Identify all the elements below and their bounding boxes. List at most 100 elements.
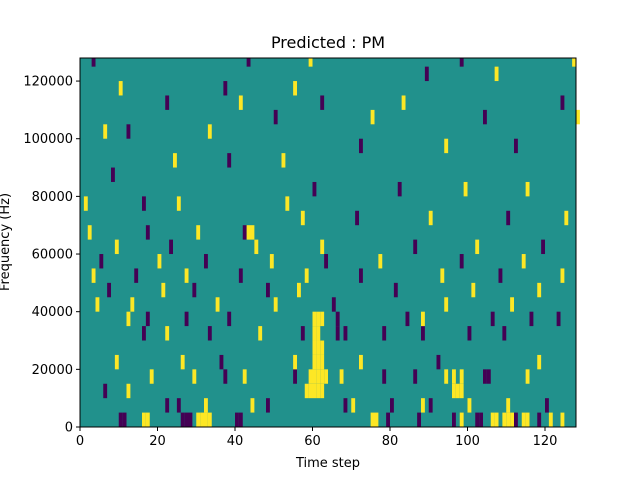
heatmap-cell — [238, 95, 243, 110]
heatmap-cell — [541, 239, 546, 255]
heatmap-cell — [428, 210, 433, 226]
heatmap-cell — [184, 311, 189, 327]
heatmap-cell — [490, 311, 495, 327]
heatmap-cell — [417, 412, 422, 427]
x-tick-label: 0 — [76, 434, 84, 449]
heatmap-cell — [467, 398, 472, 413]
heatmap-cell — [266, 398, 270, 413]
heatmap-cell — [514, 412, 518, 427]
heatmap-cell — [126, 311, 131, 327]
x-tick-label: 100 — [455, 434, 480, 449]
heatmap-cell — [103, 383, 108, 399]
heatmap-cell — [312, 181, 317, 197]
heatmap-cell — [359, 138, 363, 154]
heatmap-cell — [370, 109, 375, 125]
chart-title: Predicted : PM — [271, 33, 385, 52]
heatmap-cell — [207, 124, 212, 139]
heatmap-cell — [122, 412, 127, 427]
heatmap-cell — [192, 369, 197, 384]
y-tick-label: 0 — [65, 421, 73, 436]
heatmap-cell — [300, 326, 305, 341]
heatmap-cell — [95, 297, 100, 312]
heatmap-cell — [521, 254, 526, 269]
heatmap-cell — [223, 369, 228, 384]
heatmap-cell — [320, 311, 325, 327]
heatmap-cell — [188, 412, 193, 427]
heatmap-cell — [173, 153, 177, 168]
heatmap-cell — [180, 354, 185, 370]
heatmap-cell — [382, 326, 387, 341]
heatmap-cell — [545, 398, 549, 413]
heatmap-cell — [266, 282, 270, 298]
heatmap-cell — [320, 239, 325, 255]
heatmap-cell — [207, 412, 212, 427]
x-tick-label: 20 — [149, 434, 166, 449]
heatmap-cell — [343, 398, 348, 413]
heatmap-cell — [196, 225, 201, 240]
heatmap-cell — [145, 412, 150, 427]
heatmap-cell — [436, 354, 441, 370]
heatmap-cell — [529, 311, 534, 327]
heatmap-cell — [238, 268, 243, 283]
heatmap-cell — [525, 181, 530, 197]
heatmap-cell — [386, 412, 391, 427]
heatmap-cell — [374, 412, 379, 427]
x-axis-ticks: 0 20 40 60 80 100 120 — [76, 427, 558, 449]
heatmap-cell — [316, 311, 321, 327]
heatmap-cell — [479, 412, 484, 427]
heatmap-cell — [196, 412, 201, 427]
heatmap-cell — [510, 297, 515, 312]
plot-background — [80, 58, 576, 427]
heatmap-cell — [316, 326, 321, 341]
heatmap-cell — [204, 254, 208, 269]
heatmap-cell — [273, 297, 278, 312]
heatmap-cell — [494, 66, 499, 82]
heatmap-cell — [180, 412, 185, 427]
heatmap-cell — [560, 95, 565, 110]
heatmap-cell — [506, 398, 511, 413]
heatmap-cell — [142, 196, 146, 211]
heatmap-cell — [281, 153, 286, 168]
heatmap-cell — [227, 153, 232, 168]
heatmap-cell — [405, 311, 410, 327]
x-tick-label: 40 — [227, 434, 244, 449]
heatmap-cell — [486, 369, 491, 384]
heatmap-cell — [452, 412, 456, 427]
heatmap-cell — [293, 369, 298, 384]
heatmap-cell — [308, 383, 313, 399]
heatmap-cell — [184, 412, 189, 427]
heatmap-cell — [502, 412, 507, 427]
heatmap-cell — [118, 81, 123, 96]
heatmap-cell — [324, 254, 329, 269]
heatmap-cell — [421, 398, 425, 413]
heatmap-cell — [176, 398, 181, 413]
heatmap-cell — [161, 282, 166, 298]
heatmap-cell — [459, 412, 464, 427]
heatmap-cell — [242, 225, 247, 240]
heatmap-cell — [250, 225, 255, 240]
heatmap-cell — [320, 340, 325, 355]
heatmap-cell — [572, 58, 577, 67]
heatmap-cell — [114, 239, 119, 255]
heatmap-cell — [560, 268, 565, 283]
heatmap-cell — [192, 282, 197, 298]
heatmap-cell — [200, 412, 205, 427]
heatmap-cell — [320, 383, 325, 399]
heatmap-cell — [490, 412, 495, 427]
heatmap-cell — [176, 196, 181, 211]
heatmap-cell — [142, 326, 146, 341]
heatmap-cell — [83, 196, 88, 211]
x-tick-label: 120 — [533, 434, 558, 449]
y-tick-label: 120000 — [23, 75, 73, 90]
heatmap-cell — [107, 282, 112, 298]
heatmap-cell — [421, 326, 425, 341]
heatmap-cell — [227, 311, 232, 327]
plot-frame — [79, 57, 577, 428]
heatmap-cell — [413, 239, 418, 255]
heatmap-cell — [537, 412, 542, 427]
heatmap-cell — [316, 354, 321, 370]
heatmap-cell — [428, 398, 433, 413]
heatmap-cell — [359, 354, 363, 370]
heatmap-cell — [254, 239, 259, 255]
heatmap-cell — [564, 210, 569, 226]
